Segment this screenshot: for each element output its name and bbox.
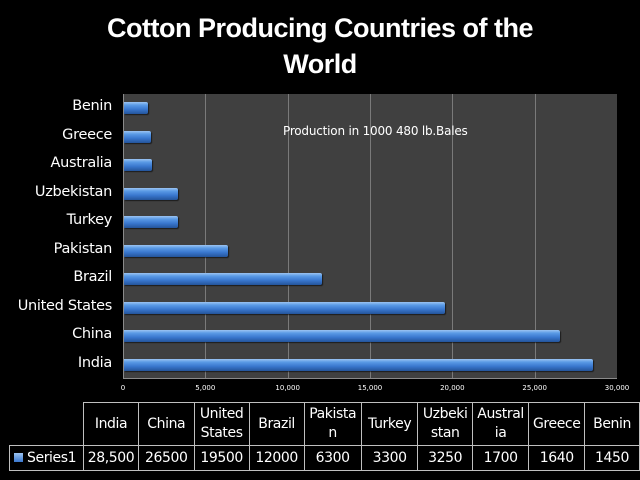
bar-benin (124, 102, 148, 115)
x-axis-tick: 15,000 (357, 384, 383, 392)
gridline (370, 94, 371, 378)
series-label: Series1 (27, 450, 77, 466)
bar-india (124, 358, 594, 371)
chart-annotation: Production in 1000 480 lb.Bales (283, 124, 468, 138)
y-axis-label: India (77, 354, 112, 371)
table-header-cell: United States (193, 402, 250, 446)
table-row: Series1 28,500 26500 19500 12000 6300 3300 325… (8, 445, 640, 471)
y-axis-label: Australia (50, 155, 113, 172)
table-value-cell: 3300 (360, 445, 419, 471)
y-axis-label: Brazil (73, 269, 112, 286)
gridline (287, 94, 289, 378)
x-axis-tick: 10,000 (275, 384, 300, 392)
bar-greece (124, 130, 151, 143)
bar-pakistan (124, 244, 228, 257)
table-value-cell: 19500 (193, 445, 250, 471)
data-table: India China United States Brazil Pakista n Turk… (8, 402, 640, 471)
table-value-cell: 1450 (584, 445, 640, 471)
y-axis-label: Pakistan (53, 240, 113, 257)
gridline (534, 94, 536, 378)
x-axis-tick: 25,000 (522, 384, 547, 392)
x-axis-tick: 5,000 (195, 384, 216, 392)
table-value-cell: 1700 (471, 445, 530, 471)
bar-brazil (124, 273, 322, 286)
x-axis-tick: 0 (120, 384, 126, 392)
table-value-cell: 28,500 (83, 445, 139, 471)
y-axis-label: Benin (72, 98, 112, 115)
table-header-cell: Turkey (360, 402, 419, 446)
bar-australia (124, 159, 152, 172)
y-axis-label: Uzbekistan (34, 183, 112, 200)
table-value-cell: 6300 (303, 445, 362, 471)
bar-china (124, 330, 561, 343)
table-header-cell: Austral ia (471, 402, 530, 446)
y-axis-label: China (72, 326, 112, 343)
table-corner (9, 402, 85, 446)
x-axis-tick: 30,000 (604, 384, 630, 392)
y-axis-label: United States (17, 297, 113, 314)
table-value-cell: 3250 (417, 445, 473, 471)
table-value-cell: 12000 (248, 445, 305, 471)
table-header-cell: China (137, 402, 195, 446)
table-value-cell: 26500 (137, 445, 195, 471)
y-axis-label: Greece (62, 126, 112, 143)
table-header-cell: Pakista n (303, 402, 362, 446)
title-line-1: Cotton Producing Countries of the (107, 13, 533, 43)
series-label-cell: Series1 (8, 445, 85, 471)
table-value-cell: 1640 (528, 445, 586, 471)
plot-area (123, 94, 617, 379)
gridline (452, 94, 454, 378)
bar-united-states (124, 301, 446, 314)
table-header-cell: Greece (528, 402, 586, 446)
title-line-2: World (283, 49, 357, 79)
table-header-cell: Benin (584, 402, 640, 446)
table-header-row: India China United States Brazil Pakista n Turk… (9, 402, 640, 446)
x-axis-tick: 20,000 (440, 384, 465, 392)
y-axis-label: Turkey (66, 212, 113, 229)
table-header-cell: India (83, 402, 139, 446)
bar-turkey (124, 216, 179, 229)
table-header-cell: Uzbeki stan (417, 402, 473, 446)
gridline (205, 94, 207, 378)
bar-uzbekistan (124, 187, 178, 200)
chart-title: Cotton Producing Countries of the World (0, 10, 640, 82)
table-header-cell: Brazil (248, 402, 305, 446)
legend-key-icon (14, 453, 23, 462)
